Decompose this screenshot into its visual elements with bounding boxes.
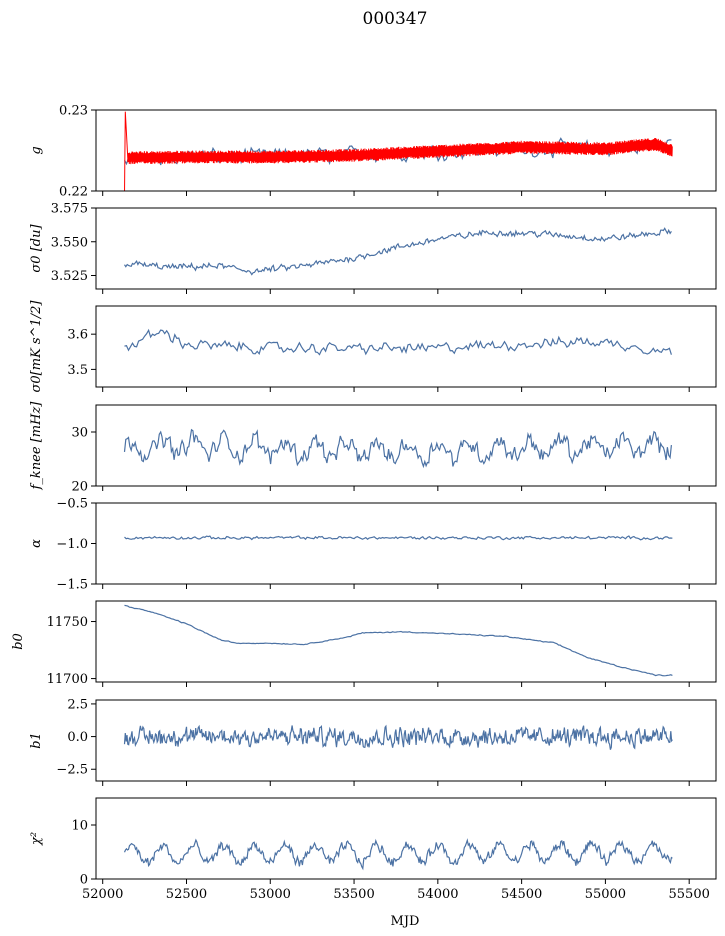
panel-1-ytick-label: 0.23 — [59, 104, 88, 119]
figure-title: 000347 — [363, 9, 428, 29]
xtick-label: 55000 — [585, 887, 626, 902]
panel-2-ytick-label: 3.525 — [51, 269, 88, 284]
panel-3-series-line — [124, 328, 672, 356]
panel-3-plot — [124, 328, 672, 356]
xtick-label: 52000 — [82, 887, 123, 902]
panel-4-series-line — [123, 428, 672, 469]
panel-6-ylabel: b0 — [11, 633, 26, 650]
panel-4-frame — [95, 404, 717, 487]
panel-2-plot — [123, 227, 672, 276]
panel-8-ytick-label: 0 — [80, 873, 88, 888]
panel-6-ytick-label: 11750 — [47, 615, 88, 630]
panel-2-ytick-label: 3.550 — [51, 235, 88, 250]
panel-5-ytick-label: −1.0 — [56, 537, 88, 552]
panel-5-ytick-label: −0.5 — [56, 497, 88, 512]
panel-1-ylabel: g — [29, 146, 44, 154]
panel-6-frame — [95, 600, 717, 683]
panel-3-frame — [95, 305, 717, 388]
panel-8-ytick-label: 10 — [71, 819, 88, 834]
xtick-label: 53000 — [250, 887, 291, 902]
xtick-label: 54000 — [417, 887, 458, 902]
panel-7-frame — [95, 699, 717, 782]
panel-4-plot — [123, 428, 672, 469]
panel-8-plot — [123, 838, 673, 871]
panel-2-ytick-label: 3.575 — [51, 202, 88, 217]
xtick-label: 53500 — [333, 887, 374, 902]
panel-5-ytick-label: −1.5 — [56, 578, 88, 593]
panel-7-plot — [123, 724, 673, 750]
panel-8-ylabel: χ² — [29, 832, 44, 846]
x-axis-label: MJD — [391, 914, 420, 929]
panel-8-series-line — [123, 838, 673, 871]
panel-5-frame — [95, 502, 717, 585]
panel-6-plot — [124, 604, 673, 677]
panel-3-ylabel: σ0[mK s^1/2] — [29, 300, 44, 393]
panel-3-ytick-label: 3.6 — [67, 328, 88, 343]
panel-7-ytick-label: −2.5 — [56, 763, 88, 778]
panel-1-fit-band — [124, 111, 673, 191]
panel-3-ytick-label: 3.5 — [67, 363, 88, 378]
xtick-label: 54500 — [501, 887, 542, 902]
panel-2-ylabel: σ0 [du] — [29, 224, 44, 273]
panel-5-ylabel: α — [29, 539, 44, 548]
panel-2-series-line — [123, 227, 672, 276]
panel-4-ytick-label: 30 — [71, 426, 88, 441]
panel-6-series-line — [124, 604, 673, 677]
panel-1-plot — [123, 111, 673, 191]
panel-5-plot — [124, 535, 673, 541]
panel-4-ytick-label: 20 — [71, 480, 88, 495]
panel-7-ylabel: b1 — [29, 732, 44, 749]
panel-7-ytick-label: 0.0 — [67, 730, 88, 745]
panel-8-frame — [95, 797, 717, 880]
panel-1-frame — [95, 109, 717, 192]
panel-4-ylabel: f_knee [mHz] — [29, 401, 44, 491]
xtick-label: 52500 — [166, 887, 207, 902]
panel-7-ytick-label: 2.5 — [67, 697, 88, 712]
panel-1-ytick-label: 0.22 — [59, 185, 88, 200]
panels: 0.22 0.23 g 3.525 3.550 3.575 σ0 [du] 3.5 3.6 σ0[… — [11, 104, 717, 902]
panel-6-ytick-label: 11700 — [47, 672, 88, 687]
xtick-label: 55500 — [669, 887, 710, 902]
panel-5-series-line — [124, 535, 673, 541]
panel-7-series-line — [123, 724, 673, 750]
panel-2-frame — [95, 207, 717, 290]
